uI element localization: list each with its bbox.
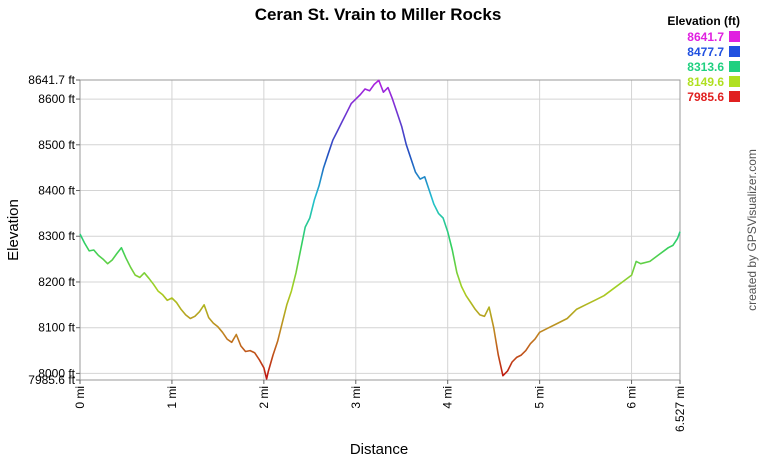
y-axis-label: Elevation — [5, 199, 22, 261]
x-tick-label: 5 mi — [533, 386, 547, 409]
legend-swatch — [729, 61, 740, 72]
y-tick-label: 8300 ft — [38, 229, 75, 243]
legend-value: 7985.6 — [687, 90, 724, 104]
elevation-line — [79, 79, 681, 380]
legend-value: 8477.7 — [687, 45, 724, 59]
y-tick-label: 8400 ft — [38, 184, 75, 198]
legend-swatch — [729, 91, 740, 102]
y-tick-label: 8100 ft — [38, 321, 75, 335]
x-tick-label: 2 mi — [257, 386, 271, 409]
y-tick-label: 8200 ft — [38, 275, 75, 289]
credit-text: created by GPSVisualizer.com — [745, 149, 759, 311]
y-tick-label: 8000 ft — [38, 366, 75, 380]
x-tick-label: 3 mi — [349, 386, 363, 409]
x-tick-labels: 0 mi 1 mi 2 mi 3 mi 4 mi 5 mi 6 mi 6.527 mi — [73, 380, 687, 432]
legend-swatch — [729, 76, 740, 87]
y-tick-label: 7985.6 ft — [28, 373, 75, 387]
plot-frame — [79, 79, 681, 381]
legend-title: Elevation (ft) — [667, 14, 740, 28]
x-axis-label: Distance — [350, 441, 408, 458]
y-tick-label: 8500 ft — [38, 138, 75, 152]
legend-value: 8641.7 — [687, 30, 724, 44]
x-tick-label: 6 mi — [625, 386, 639, 409]
x-tick-label: 4 mi — [441, 386, 455, 409]
x-tick-label: 0 mi — [73, 386, 87, 409]
legend-value: 8149.6 — [687, 75, 724, 89]
legend-swatch — [729, 31, 740, 42]
x-tick-label: 1 mi — [165, 386, 179, 409]
legend-swatch — [729, 46, 740, 57]
x-tick-label: 6.527 mi — [673, 386, 687, 432]
y-tick-labels: 8641.7 ft 8600 ft 8500 ft 8400 ft 8300 ft 820… — [28, 73, 80, 387]
chart-title: Ceran St. Vrain to Miller Rocks — [255, 5, 502, 24]
y-tick-label: 8600 ft — [38, 92, 75, 106]
plot-area — [80, 80, 680, 380]
y-tick-label: 8641.7 ft — [28, 73, 75, 87]
legend-value: 8313.6 — [687, 60, 724, 74]
